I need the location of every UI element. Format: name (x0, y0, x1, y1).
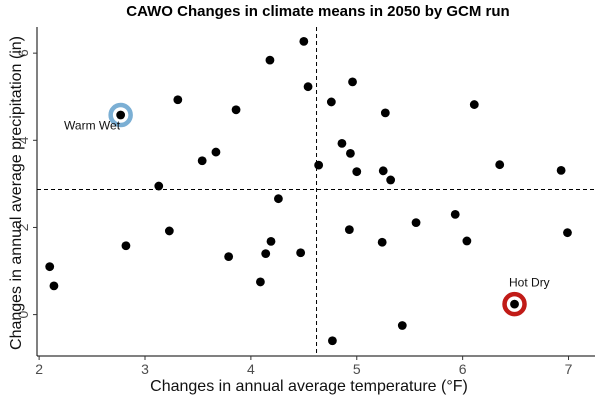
data-point (352, 167, 362, 177)
highlight-label-warm-wet: Warm Wet (64, 118, 121, 132)
data-point (45, 262, 55, 272)
x-tick-label: 6 (459, 361, 467, 377)
data-point (121, 241, 131, 251)
x-tick-label: 3 (141, 361, 149, 377)
data-point (469, 100, 479, 109)
data-point (224, 252, 234, 262)
data-point (450, 209, 460, 219)
data-point (326, 97, 336, 107)
data-point (261, 249, 271, 258)
data-point (411, 218, 421, 228)
data-point (380, 108, 390, 118)
data-point (344, 225, 354, 235)
data-point (556, 165, 566, 175)
data-point (328, 336, 337, 346)
x-tick-label: 2 (35, 361, 43, 377)
data-point (303, 82, 313, 92)
data-point (377, 237, 387, 247)
data-point (495, 160, 505, 170)
data-point (256, 277, 265, 287)
data-point (211, 147, 221, 157)
data-point (116, 110, 126, 120)
x-tick-label: 5 (353, 361, 361, 377)
data-point (397, 321, 407, 330)
data-point (378, 166, 388, 176)
y-axis-label: Changes in annual average precipitation … (8, 36, 25, 350)
y-tick-label: 4 (15, 136, 31, 144)
data-point (348, 77, 357, 87)
highlight-ring-warm-wet (108, 102, 133, 128)
y-tick-label: 0 (15, 311, 31, 319)
highlight-ring-hot-dry (502, 291, 527, 317)
data-point (386, 175, 396, 185)
data-point (266, 236, 276, 246)
data-point (265, 55, 275, 65)
data-point (337, 138, 347, 148)
data-point (296, 248, 306, 258)
data-point (563, 228, 572, 238)
x-axis-label: Changes in annual average temperature (°… (150, 378, 468, 395)
data-point (231, 105, 241, 115)
highlight-label-hot-dry: Hot Dry (509, 276, 550, 290)
data-point (154, 181, 164, 191)
y-tick-label: 6 (15, 49, 31, 57)
x-tick-label: 4 (247, 361, 255, 377)
data-point (197, 156, 207, 166)
data-point (274, 194, 283, 204)
data-point (164, 226, 174, 236)
x-tick-label: 7 (565, 361, 573, 377)
data-point (299, 36, 309, 46)
chart-title: CAWO Changes in climate means in 2050 by… (126, 3, 509, 20)
y-tick-label: 2 (15, 223, 31, 231)
data-point (346, 148, 355, 158)
data-point (462, 236, 472, 246)
data-point (510, 299, 519, 309)
data-point (314, 160, 324, 170)
data-point (49, 281, 59, 291)
data-point (173, 95, 183, 105)
